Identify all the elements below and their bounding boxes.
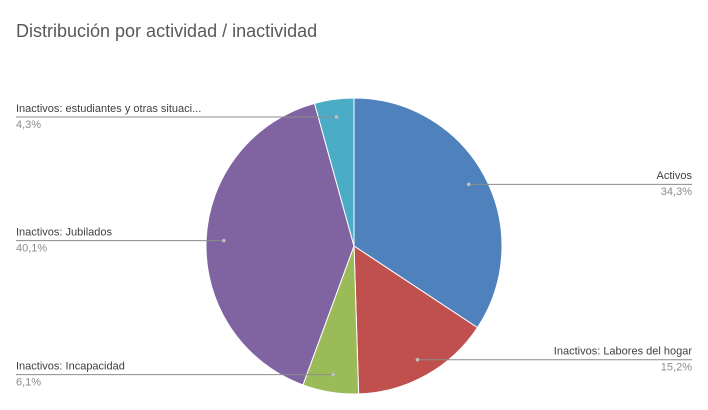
value-label: 15,2%: [661, 362, 692, 374]
leader-dot: [331, 372, 336, 377]
category-label: Inactivos: Jubilados: [16, 227, 112, 239]
value-label: 40,1%: [16, 243, 47, 255]
value-label: 34,3%: [661, 186, 692, 198]
pie-slice: [313, 97, 355, 247]
leader-dot: [415, 357, 420, 362]
leader-dot: [222, 238, 226, 243]
category-label: Inactivos: Labores del hogar: [554, 346, 693, 358]
pie-slice: [353, 245, 479, 395]
leader-dot: [466, 182, 471, 187]
leader-dot: [334, 115, 339, 119]
category-label: Inactivos: Incapacidad: [16, 360, 125, 372]
category-label: Inactivos: estudiantes y otras situaci..…: [16, 103, 201, 115]
category-label: Activos: [657, 170, 693, 182]
pie-slice: [205, 102, 355, 386]
chart-title: Distribución por actividad / inactividad: [16, 21, 317, 41]
value-label: 4,3%: [16, 119, 41, 131]
value-label: 6,1%: [16, 376, 41, 388]
